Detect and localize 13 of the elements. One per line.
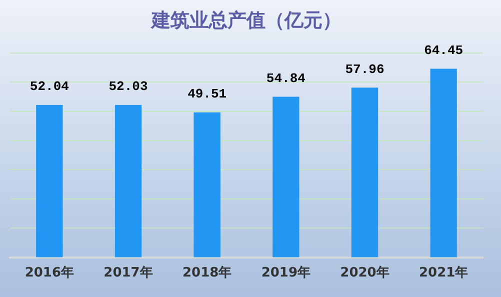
x-tick-label: 2021年 xyxy=(418,266,468,281)
data-label: 52.04 xyxy=(30,79,70,94)
data-label: 54.84 xyxy=(266,70,306,86)
data-label: 49.51 xyxy=(188,86,227,102)
chart-title: 建筑业总产值（亿元） xyxy=(150,9,342,32)
x-tick-label: 2018年 xyxy=(182,266,232,281)
x-tick-label: 2016年 xyxy=(24,266,74,281)
data-label: 64.45 xyxy=(424,42,464,58)
x-tick-label: 2017年 xyxy=(104,266,153,281)
x-tick-label: 2019年 xyxy=(261,266,311,281)
x-tick-label: 2020年 xyxy=(340,266,390,281)
data-label: 57.96 xyxy=(345,62,384,77)
data-label: 52.03 xyxy=(108,79,148,94)
